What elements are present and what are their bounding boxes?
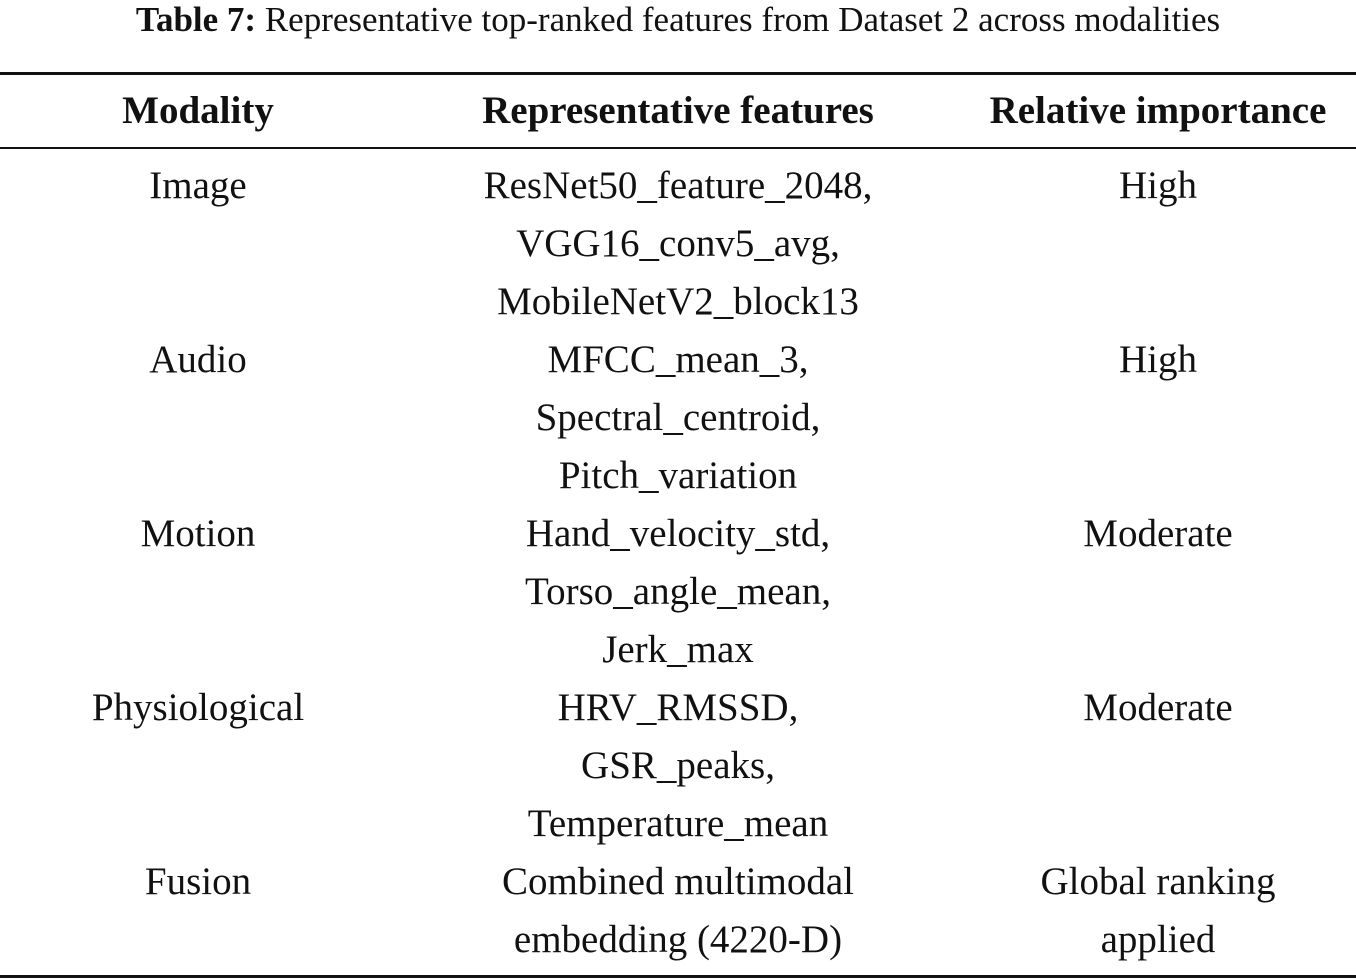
cell-importance: Global ranking applied bbox=[960, 853, 1356, 969]
feature-line: Pitch_variation bbox=[558, 454, 798, 497]
feature-line: GSR_peaks, bbox=[581, 744, 775, 787]
feature-line: Combined multimodal bbox=[501, 860, 855, 903]
cell-modality: Image bbox=[149, 164, 247, 207]
features-table: Modality Representative features Relativ… bbox=[0, 75, 1356, 969]
cell-modality: Audio bbox=[149, 338, 247, 381]
table-caption: Table 7: Representative top-ranked featu… bbox=[0, 0, 1356, 44]
header-representative-features: Representative features bbox=[482, 89, 874, 132]
cell-modality: Physiological bbox=[91, 686, 305, 729]
cell-importance: Moderate bbox=[960, 505, 1356, 679]
importance-line: High bbox=[1119, 164, 1197, 207]
table-header-rule bbox=[0, 147, 1356, 149]
cell-features: ResNet50_feature_2048, VGG16_conv5_avg, … bbox=[396, 147, 960, 331]
cell-features: Combined multimodal embedding (4220-D) bbox=[396, 853, 960, 969]
table-row-audio: Audio MFCC_mean_3, Spectral_centroid, Pi… bbox=[0, 331, 1356, 505]
table-row-physiological: Physiological HRV_RMSSD, GSR_peaks, Temp… bbox=[0, 679, 1356, 853]
feature-line: Hand_velocity_std, bbox=[525, 512, 831, 555]
importance-line: Moderate bbox=[1083, 512, 1233, 555]
header-modality: Modality bbox=[122, 89, 274, 132]
cell-features: Hand_velocity_std, Torso_angle_mean, Jer… bbox=[396, 505, 960, 679]
table-caption-text: Representative top-ranked features from … bbox=[264, 0, 1221, 39]
table-row-motion: Motion Hand_velocity_std, Torso_angle_me… bbox=[0, 505, 1356, 679]
feature-line: embedding (4220-D) bbox=[513, 918, 843, 961]
cell-features: MFCC_mean_3, Spectral_centroid, Pitch_va… bbox=[396, 331, 960, 505]
importance-line: Global ranking bbox=[1040, 860, 1276, 903]
importance-line: applied bbox=[1100, 918, 1216, 961]
feature-line: ResNet50_feature_2048, bbox=[483, 164, 873, 207]
feature-line: Torso_angle_mean, bbox=[525, 570, 831, 613]
feature-line: HRV_RMSSD, bbox=[557, 686, 799, 729]
table-row-fusion: Fusion Combined multimodal embedding (42… bbox=[0, 853, 1356, 969]
cell-modality: Motion bbox=[140, 512, 256, 555]
feature-line: MobileNetV2_block13 bbox=[497, 280, 859, 323]
cell-importance: High bbox=[960, 331, 1356, 505]
cell-modality: Fusion bbox=[144, 860, 252, 903]
importance-line: Moderate bbox=[1083, 686, 1233, 729]
table-header-row: Modality Representative features Relativ… bbox=[0, 75, 1356, 147]
feature-line: VGG16_conv5_avg, bbox=[516, 222, 840, 265]
table-top-rule bbox=[0, 72, 1356, 75]
table-row-image: Image ResNet50_feature_2048, VGG16_conv5… bbox=[0, 147, 1356, 331]
feature-line: Spectral_centroid, bbox=[535, 396, 821, 439]
cell-importance: Moderate bbox=[960, 679, 1356, 853]
table-bottom-rule bbox=[0, 975, 1356, 978]
cell-features: HRV_RMSSD, GSR_peaks, Temperature_mean bbox=[396, 679, 960, 853]
cell-importance: High bbox=[960, 147, 1356, 331]
importance-line: High bbox=[1119, 338, 1197, 381]
header-relative-importance: Relative importance bbox=[989, 89, 1327, 132]
table-caption-label: Table 7: bbox=[135, 0, 257, 39]
feature-line: Temperature_mean bbox=[527, 802, 829, 845]
feature-line: MFCC_mean_3, bbox=[547, 338, 809, 381]
feature-line: Jerk_max bbox=[602, 628, 754, 671]
